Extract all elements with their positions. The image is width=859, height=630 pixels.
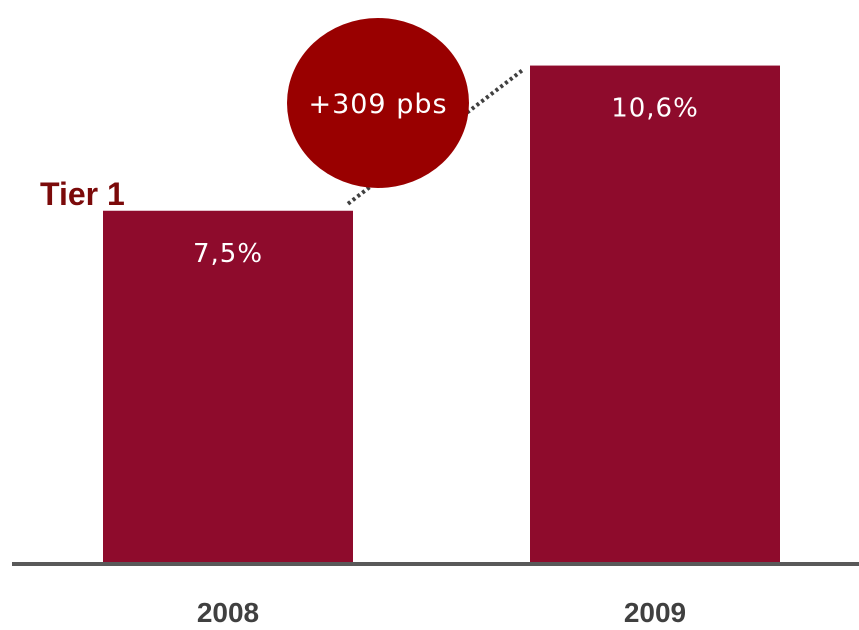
x-tick-label-2008: 2008 [197, 597, 259, 628]
callout-bubble [287, 18, 469, 188]
labels-layer: 7,5% 2008 10,6% 2009 [193, 94, 699, 628]
bar-2008 [103, 210, 353, 562]
data-label-2008: 7,5% [193, 239, 263, 269]
x-tick-label-2009: 2009 [624, 597, 686, 628]
data-label-2009: 10,6% [611, 94, 699, 124]
bars-layer [103, 65, 780, 563]
callout-text: +309 pbs [308, 89, 447, 120]
bar-2009 [530, 65, 780, 563]
chart-title: Tier 1 [40, 176, 125, 212]
